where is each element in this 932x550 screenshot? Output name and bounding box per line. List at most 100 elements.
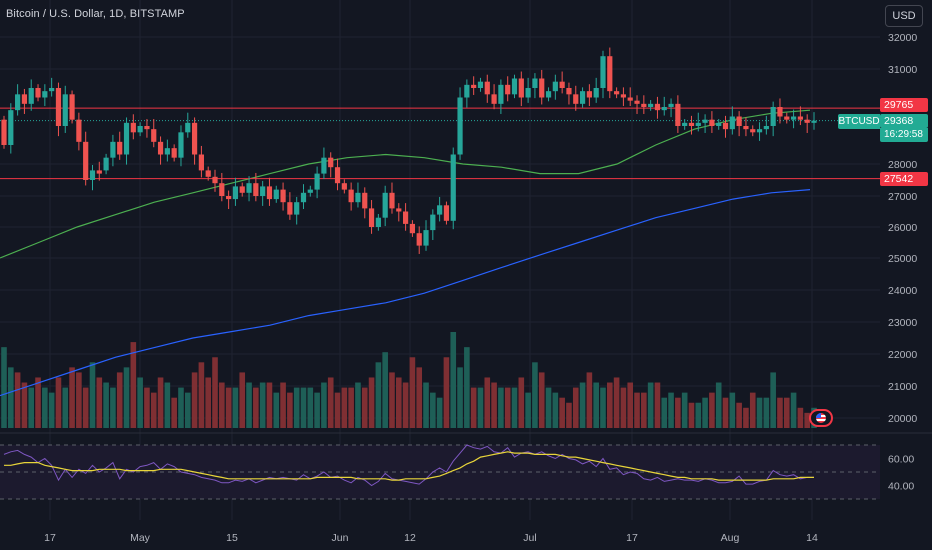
y-tick-label: 31000 [888,64,917,76]
volume-bar [82,387,89,428]
volume-bar [8,367,14,428]
volume-bar [300,387,307,428]
candle-body [614,91,620,95]
ma-short-line [0,109,811,259]
volume-bar [504,387,511,428]
volume-bar [749,392,756,428]
volume-bar [552,392,559,428]
x-tick-label: Jun [332,532,349,544]
candle-body [702,119,708,123]
candle-body [144,126,150,130]
volume-bar [273,392,280,428]
candle-body [593,88,599,98]
candle-body [42,91,48,98]
rsi-line [3,444,814,487]
candle-body [239,186,245,193]
volume-bar [586,372,593,428]
candle-body [709,119,715,126]
candle-body [49,88,55,92]
candle-body [130,122,136,133]
candle-body [736,116,742,126]
volume-bar [123,367,130,428]
x-tick-label: May [130,532,151,544]
x-tick-label: 15 [226,532,238,544]
volume-bar [511,387,518,428]
volume-bar [191,372,198,428]
volume-bar [430,392,436,428]
candle-body [743,126,749,130]
candle-body [620,94,627,98]
volume-bar [212,357,218,428]
volume-bar [232,387,239,428]
volume-bar [606,382,613,428]
volume-bar [736,402,742,428]
volume-bar [184,392,191,428]
x-tick-label: 17 [626,532,638,544]
candle-body [89,170,96,180]
candle-body [69,94,75,120]
volume-bar [266,382,273,428]
candle-body [382,192,388,218]
candle-body [634,100,640,104]
volume-bar [409,357,416,428]
candle-body [437,205,443,215]
candle-body [389,192,395,209]
currency-button[interactable]: USD [885,5,923,27]
candle-body [682,122,688,126]
candle-body [334,167,341,184]
candle-body [750,129,756,133]
y-tick-label: 22000 [888,349,917,361]
candle-body [368,208,375,227]
candle-body [722,122,729,130]
volume-bar [654,382,661,428]
volume-bar [756,397,763,428]
volume-bar [695,402,702,428]
us-flag-icon[interactable] [809,409,833,427]
candle-body [811,120,817,123]
volume-bar [327,377,334,428]
candle-body [273,189,279,200]
volume-bar [246,382,252,428]
candle-body [491,94,497,104]
candle-body [675,103,681,126]
candle-body [396,208,402,212]
candle-body [641,103,647,107]
volume-bar [137,377,143,428]
candle-body [1,119,7,145]
y-tick-label: 24000 [888,285,917,297]
volume-bar [314,392,320,428]
candle-body [15,94,21,111]
volume-bar [42,387,48,428]
volume-bar [116,372,123,428]
volume-bar [634,392,640,428]
volume-bar [110,387,116,428]
candle-body [219,183,225,196]
candle-body [648,103,654,107]
candle-body [355,192,361,203]
candle-body [471,84,477,88]
candle-body [8,110,14,145]
candle-body [226,196,232,200]
volume-bar [675,397,681,428]
volume-bar [647,382,654,428]
candle-body [178,132,184,158]
candle-body [294,202,300,215]
candle-body [246,183,252,193]
volume-bar [709,392,715,428]
candle-body [573,94,579,104]
candle-body [287,202,293,215]
volume-bar [702,397,708,428]
candle-body [232,186,239,200]
candle-body [117,141,123,155]
volume-bar [395,377,402,428]
rsi-ma-line [4,451,814,481]
chart-title: Bitcoin / U.S. Dollar, 1D, BITSTAMP [6,8,185,20]
volume-bar [321,382,327,428]
volume-bar [219,382,225,428]
candle-body [198,154,204,171]
resistance-price-label: 29765 [880,98,928,112]
candle-body [205,170,211,177]
volume-bar [743,407,749,428]
support-price-label: 27542 [880,172,928,186]
